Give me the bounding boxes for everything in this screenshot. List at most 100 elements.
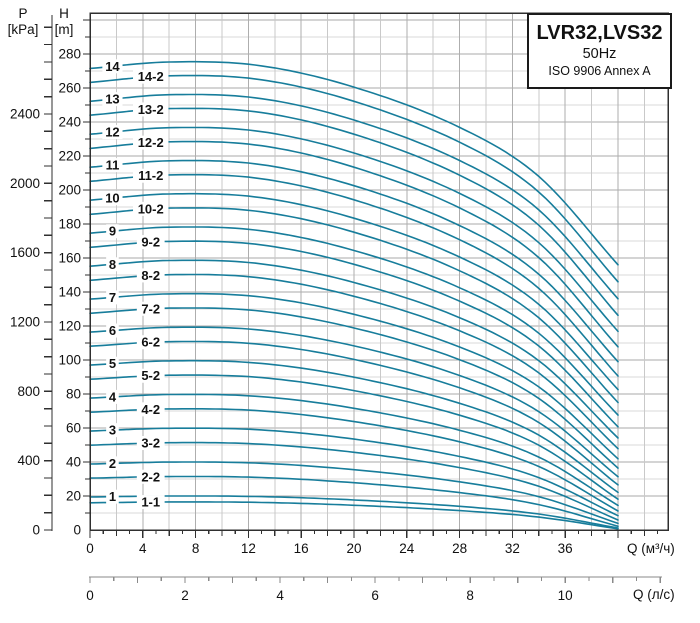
curve-label-halo (106, 224, 119, 239)
curve-label-13: 13 (105, 92, 119, 107)
curve-label-halo (136, 469, 165, 484)
curve-label-11: 11 (106, 158, 120, 173)
pressure-axis-symbol: P (18, 6, 28, 21)
pressure-axis-title: P [kPa] (0, 6, 46, 38)
tick-label: 10 (558, 588, 573, 603)
flow-ls-axis: 0 2 4 6 8 10 (86, 576, 662, 603)
curve-label-14: 14 (105, 59, 120, 74)
pump-curve-4 (89, 393, 619, 507)
curve-label-12-2: 12-2 (138, 135, 164, 150)
curve-label-halo (136, 268, 165, 283)
tick-label: 800 (17, 384, 40, 399)
curve-label-halo (133, 102, 169, 117)
curve-label-4-2: 4-2 (141, 402, 160, 417)
tick-label: 160 (58, 251, 81, 266)
curve-label-2: 2 (109, 456, 116, 471)
pump-curve-13 (89, 93, 619, 300)
tick-label: 2000 (10, 176, 40, 191)
pressure-axis-unit: [kPa] (7, 22, 39, 37)
frequency-label: 50Hz (582, 46, 617, 62)
tick-label: 0 (86, 588, 94, 603)
curve-label-halo (136, 368, 165, 383)
tick-label: 400 (17, 453, 40, 468)
pump-curve-8-2 (89, 273, 619, 450)
tick-label: 8 (466, 588, 474, 603)
curve-label-halo (133, 168, 169, 183)
pump-curve-1-1 (89, 501, 619, 530)
pump-model-title: LVR32,LVS32 (536, 22, 663, 44)
head-axis-symbol: H (59, 6, 69, 21)
curve-label-halo (106, 356, 119, 371)
curve-label-12: 12 (105, 125, 119, 140)
tick-label: 240 (58, 115, 81, 130)
tick-label: 4 (139, 541, 147, 556)
tick-label: 1600 (10, 245, 40, 260)
curve-label-3-2: 3-2 (141, 436, 160, 451)
curve-label-halo (133, 135, 169, 150)
tick-label: 20 (346, 541, 361, 556)
tick-label: 2 (181, 588, 189, 603)
tick-label: 180 (58, 217, 81, 232)
pump-curve-12-2 (89, 140, 619, 348)
flow-m3h-axis-label: Q (м³/ч) (627, 541, 675, 556)
tick-label: 24 (399, 541, 415, 556)
pressure-axis: 0 400 800 1200 1600 2000 2400 (10, 15, 53, 538)
pump-curve-14-2 (89, 74, 619, 283)
tick-label: 1200 (10, 314, 40, 329)
pump-curve-4-2 (89, 408, 619, 512)
tick-label: 80 (66, 387, 81, 402)
flow-ls-axis-label: Q (л/с) (633, 587, 675, 602)
curve-label-halo (102, 125, 123, 140)
curve-label-halo (106, 257, 119, 272)
pump-curve-2-2 (89, 475, 619, 528)
curve-label-7: 7 (109, 290, 116, 305)
tick-label: 140 (58, 285, 81, 300)
standard-label: ISO 9906 Annex A (548, 64, 651, 78)
tick-label: 12 (241, 541, 256, 556)
tick-label: 2400 (10, 106, 40, 121)
pump-curve-2 (89, 461, 619, 525)
curves (89, 60, 619, 530)
curve-label-3: 3 (109, 423, 116, 438)
curve-label-8: 8 (109, 257, 116, 272)
pump-curve-1 (89, 495, 619, 529)
curve-label-halo (106, 323, 119, 338)
curve-labels: 1414-21313-21212-21111-21010-299-288-277… (102, 59, 169, 510)
curve-label-14-2: 14-2 (138, 69, 164, 84)
head-axis-unit: [m] (54, 22, 74, 37)
curve-label-9: 9 (109, 224, 116, 239)
curve-label-9-2: 9-2 (141, 235, 160, 250)
tick-label: 120 (58, 319, 81, 334)
curve-label-1: 1 (109, 489, 116, 504)
pump-curve-9 (89, 226, 619, 416)
pump-curve-5-2 (89, 374, 619, 500)
tick-label: 28 (452, 541, 467, 556)
curve-label-13-2: 13-2 (138, 102, 164, 117)
pump-curve-12 (89, 126, 619, 333)
curve-label-halo (106, 389, 119, 404)
tick-label: 0 (86, 541, 94, 556)
curve-label-5: 5 (109, 356, 116, 371)
curve-label-7-2: 7-2 (141, 301, 160, 316)
tick-label: 16 (294, 541, 309, 556)
curve-label-10: 10 (105, 191, 119, 206)
pump-curve-13-2 (89, 107, 619, 317)
curve-label-halo (106, 290, 119, 305)
curve-label-halo (102, 191, 123, 206)
tick-label: 0 (73, 523, 81, 538)
curve-label-2-2: 2-2 (141, 469, 160, 484)
curve-label-halo (133, 201, 169, 216)
curve-label-halo (106, 489, 119, 504)
pump-curve-3-2 (89, 441, 619, 521)
tick-label: 280 (58, 47, 81, 62)
curve-label-6: 6 (109, 323, 116, 338)
curve-label-halo (136, 436, 165, 451)
curve-label-halo (136, 402, 165, 417)
plot-frame (89, 12, 669, 531)
curve-label-4: 4 (109, 389, 117, 404)
curve-label-halo (133, 69, 169, 84)
pump-curve-11 (89, 159, 619, 363)
tick-label: 0 (32, 523, 40, 538)
pump-curve-7 (89, 292, 619, 460)
tick-label: 4 (276, 588, 284, 603)
